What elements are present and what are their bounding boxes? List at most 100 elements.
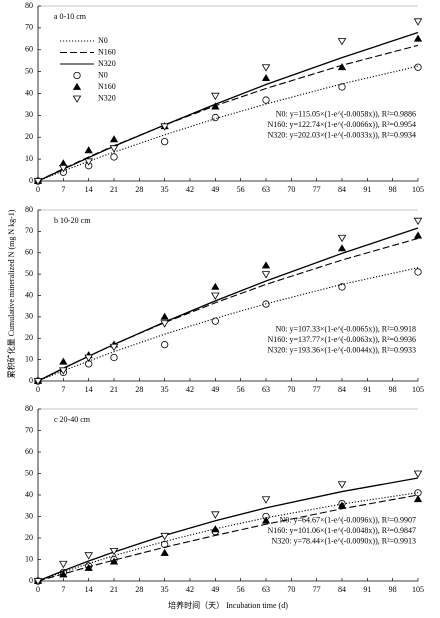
x-tick-label: 98 [389, 585, 397, 594]
legend-label: N0 [98, 70, 108, 79]
equation: N320: y=78.44×(1-e^(-0.0090x)), R²=0.991… [271, 537, 416, 546]
y-tick-label: 30 [25, 312, 33, 321]
x-tick-label: 56 [237, 385, 245, 394]
x-tick-label: 49 [211, 185, 219, 194]
point [110, 153, 118, 161]
x-tick-label: 84 [338, 585, 346, 594]
point [109, 343, 119, 352]
point [160, 548, 169, 556]
point [337, 38, 347, 46]
legend-label: N320 [98, 93, 116, 102]
x-tick-label: 28 [135, 385, 143, 394]
x-tick-label: 35 [161, 385, 169, 394]
equation: N320: y=202.03×(1-e^(-0.0033x)), R²=0.99… [267, 130, 416, 139]
point [337, 481, 347, 489]
legend-label: N160 [98, 47, 116, 56]
x-tick-label: 77 [313, 185, 321, 194]
y-tick-label: 0 [29, 376, 33, 385]
x-tick-label: 91 [363, 385, 371, 394]
point [413, 34, 423, 42]
x-tick-label: 42 [186, 385, 194, 394]
x-tick-label: 98 [389, 185, 397, 194]
point [211, 102, 220, 110]
point [261, 516, 271, 524]
point [33, 378, 43, 386]
y-tick-label: 0 [29, 176, 33, 185]
point [84, 563, 93, 571]
x-tick-label: 105 [412, 385, 424, 394]
y-tick-label: 80 [25, 1, 33, 10]
equation: N160: y=122.74×(1-e^(-0.0066x)), R²=0.99… [267, 120, 416, 129]
x-tick-label: 21 [110, 385, 118, 394]
x-tick-label: 98 [389, 385, 397, 394]
x-tick-label: 91 [363, 185, 371, 194]
panel-title: a 0-10 cm [54, 12, 87, 21]
y-tick-label: 40 [25, 88, 33, 97]
y-tick-label: 80 [25, 205, 33, 214]
point [337, 234, 347, 243]
point [211, 92, 220, 101]
x-tick-label: 105 [412, 585, 424, 594]
point [413, 217, 423, 226]
point [337, 501, 347, 509]
x-tick-label: 63 [262, 185, 270, 194]
equation: N160: y=137.77×(1-e^(-0.0063x)), R²=0.99… [267, 335, 416, 344]
legend-label: N320 [98, 59, 116, 68]
x-tick-label: 70 [287, 585, 295, 594]
legend-label: N0 [98, 36, 108, 45]
point [413, 495, 423, 503]
x-tick-label: 14 [85, 385, 93, 394]
x-tick-label: 84 [338, 385, 346, 394]
point [337, 244, 347, 252]
x-tick-label: 35 [161, 185, 169, 194]
y-tick-label: 60 [25, 45, 33, 54]
point [59, 164, 68, 173]
x-tick-label: 70 [287, 185, 295, 194]
x-tick-label: 7 [61, 185, 65, 194]
y-tick-label: 40 [25, 490, 33, 499]
x-tick-label: 63 [262, 385, 270, 394]
point [261, 73, 271, 82]
point [84, 552, 93, 560]
equation: N0: y=115.05×(1-e^(-0.0058x)), R²=0.9886 [276, 109, 416, 118]
point [161, 137, 169, 146]
x-tick-label: 63 [262, 585, 270, 594]
point [413, 231, 423, 239]
y-tick-label: 30 [25, 110, 33, 119]
legend-marker [72, 95, 82, 103]
point [414, 268, 422, 276]
y-tick-label: 0 [29, 576, 33, 585]
x-tick-label: 21 [110, 185, 118, 194]
x-tick-label: 42 [186, 185, 194, 194]
point [33, 178, 43, 186]
x-axis-label: 培养时间（天） Incubation time (d) [168, 600, 288, 610]
point [84, 354, 93, 362]
point [161, 341, 169, 349]
point [160, 532, 169, 541]
legend-marker [72, 82, 82, 90]
x-tick-label: 91 [363, 585, 371, 594]
point [59, 367, 68, 375]
y-tick-label: 10 [25, 354, 33, 363]
point [160, 320, 169, 328]
point [211, 317, 219, 325]
y-axis-label: 累积矿化量 Cumulative mineralized N (mg N kg-… [6, 209, 16, 378]
x-tick-label: 42 [186, 585, 194, 594]
point [33, 578, 43, 586]
panel-title: c 20-40 cm [54, 415, 91, 424]
equation: N0: y=64.67×(1-e^(-0.0096x)), R²=0.9907 [279, 516, 416, 525]
y-tick-label: 60 [25, 248, 33, 257]
y-tick-label: 50 [25, 269, 33, 278]
point [211, 113, 219, 122]
point [84, 146, 93, 154]
y-tick-label: 20 [25, 132, 33, 141]
point [413, 18, 423, 26]
point [160, 312, 169, 320]
point [262, 300, 270, 308]
point [59, 560, 68, 569]
panel-title: b 10-20 cm [54, 216, 91, 225]
point [262, 96, 270, 104]
point [109, 547, 119, 556]
point [338, 283, 346, 291]
